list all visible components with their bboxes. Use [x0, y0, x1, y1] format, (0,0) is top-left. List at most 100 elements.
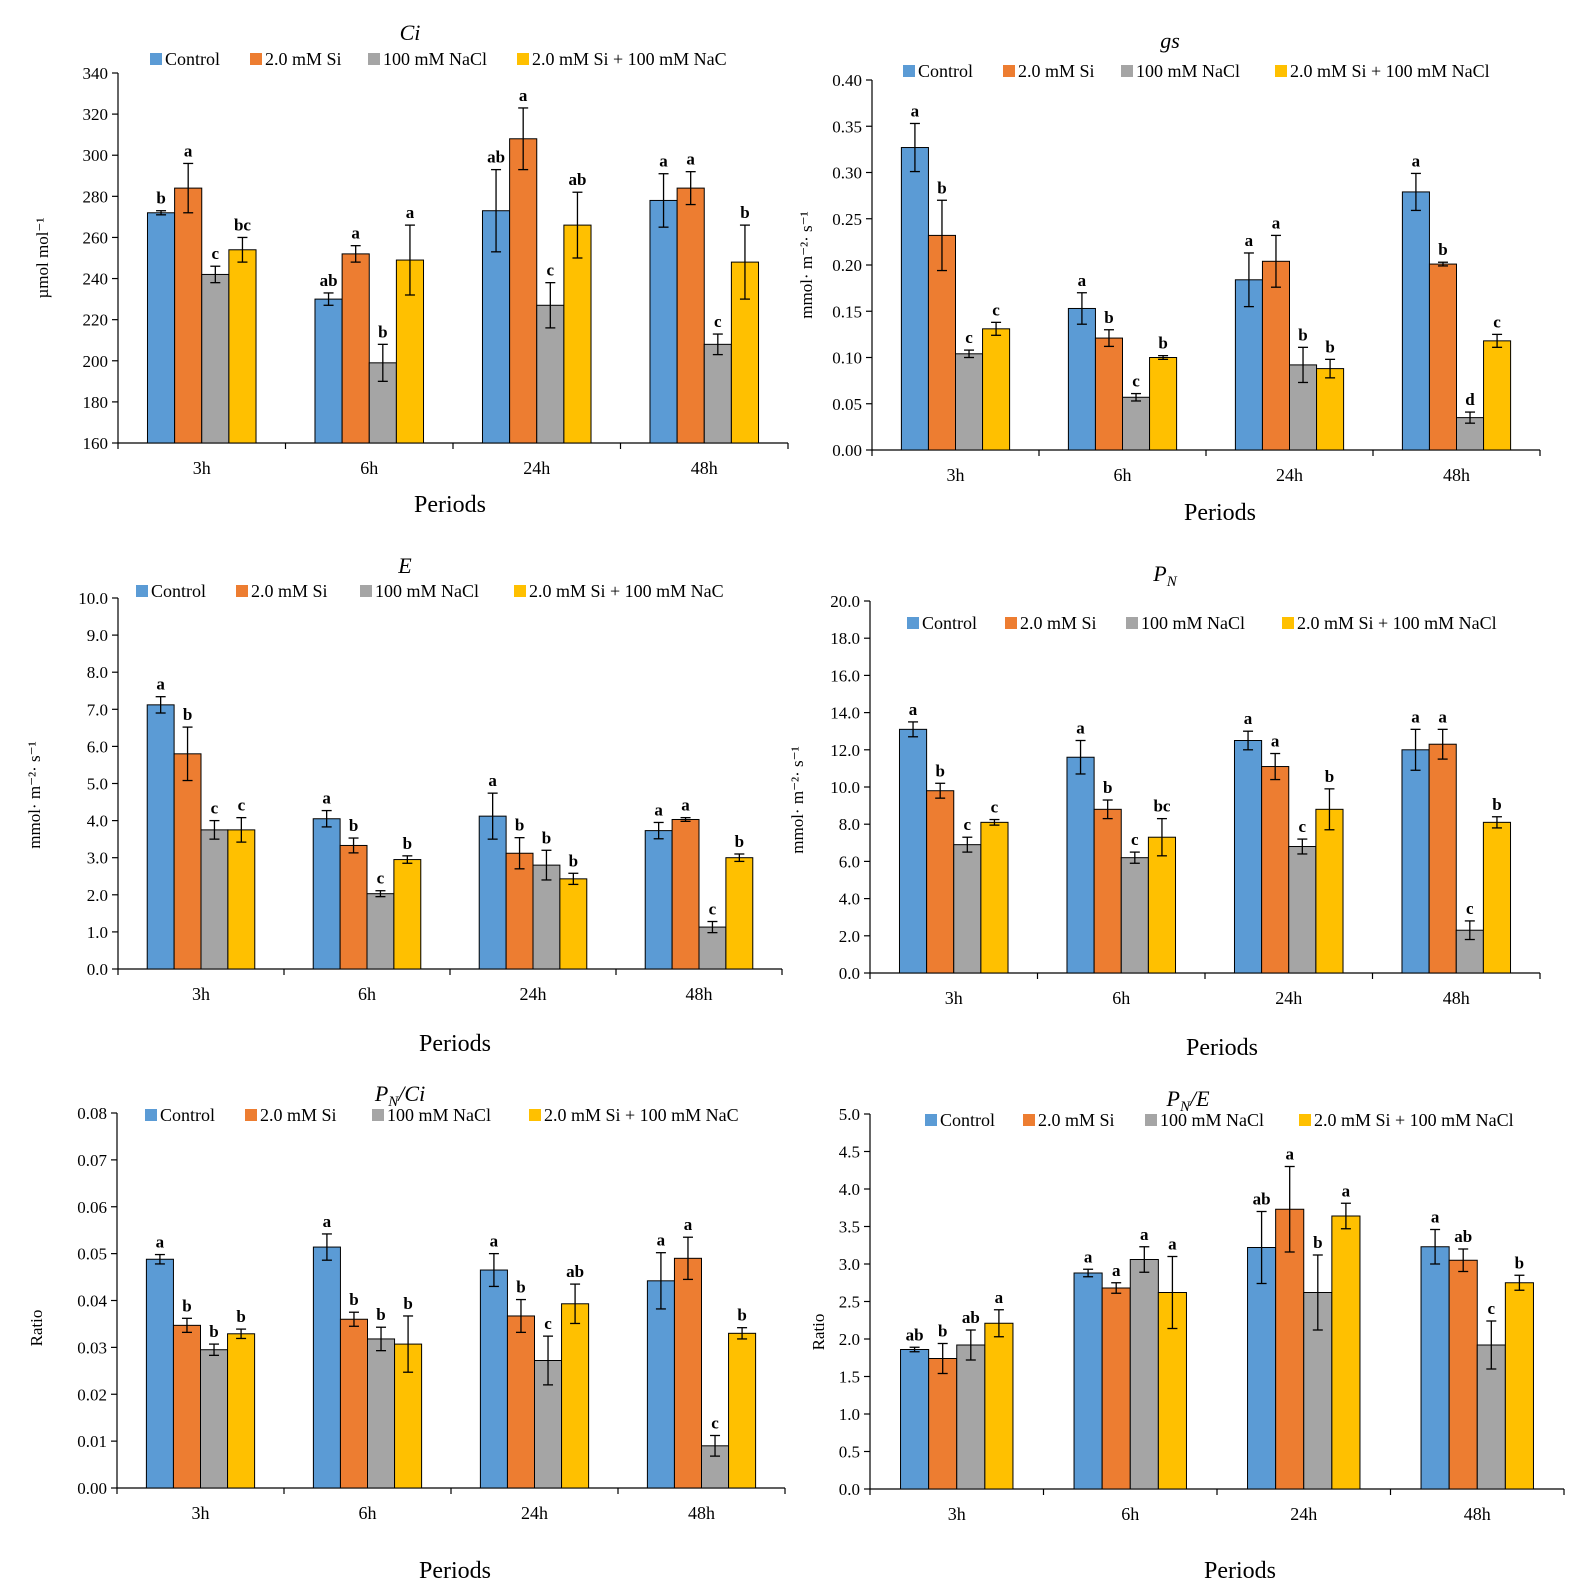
bar	[1261, 766, 1290, 974]
y-tick-label: 0.04	[77, 1292, 107, 1311]
bar	[228, 249, 257, 444]
chart-e: E Periods mmol· m⁻²· s⁻¹ Control 2.0 mM S…	[25, 553, 783, 1057]
significance-letter: a	[681, 796, 690, 815]
bar	[1401, 191, 1430, 451]
significance-letter: b	[1325, 337, 1334, 356]
x-axis-label: Periods	[1204, 1558, 1276, 1582]
bar	[1428, 263, 1458, 451]
bar	[1504, 1282, 1534, 1490]
bar	[172, 1324, 201, 1489]
bar	[671, 818, 700, 970]
y-tick-label: 7.0	[87, 700, 108, 719]
y-tick-label: 3.5	[839, 1218, 860, 1237]
y-axis-label: µmol mol⁻¹	[33, 217, 52, 298]
significance-letter: ab	[906, 1325, 924, 1344]
bar	[1073, 1272, 1103, 1490]
bar	[984, 1322, 1014, 1490]
plot-area: 0.000.010.020.030.040.050.060.070.083hab…	[77, 1104, 786, 1523]
y-tick-label: 0.0	[87, 960, 108, 979]
legend-swatch	[250, 53, 262, 65]
significance-letter: a	[1438, 707, 1447, 726]
y-tick-label: 9.0	[87, 626, 108, 645]
legend-swatch	[1005, 617, 1017, 629]
significance-letter: a	[1431, 1208, 1440, 1227]
significance-letter: a	[654, 800, 663, 819]
bar	[644, 830, 673, 970]
y-tick-label: 4.0	[87, 812, 108, 831]
legend-swatch	[236, 585, 248, 597]
legend-swatch	[517, 53, 529, 65]
legend-label: 2.0 mM Si	[1020, 613, 1097, 633]
legend-swatch	[1282, 617, 1294, 629]
significance-letter: c	[211, 799, 219, 818]
significance-letter: b	[209, 1322, 218, 1341]
significance-letter: ab	[1454, 1227, 1472, 1246]
legend-label: 2.0 mM Si + 100 mM NaC	[532, 49, 727, 69]
significance-letter: ab	[487, 148, 505, 167]
bar	[956, 1344, 986, 1490]
significance-letter: a	[1244, 709, 1253, 728]
bar	[673, 1257, 702, 1489]
chart-pn-e: PN/E Periods Ratio Control 2.0 mM Si 100 m…	[809, 1086, 1565, 1582]
bar	[367, 1338, 396, 1489]
significance-letter: b	[737, 1306, 746, 1325]
title-subscript: N	[1179, 1099, 1191, 1115]
significance-letter: a	[1342, 1181, 1351, 1200]
bar	[1067, 307, 1096, 451]
significance-letter: c	[1132, 372, 1140, 391]
x-tick-label: 24h	[1276, 465, 1303, 485]
legend-swatch	[1275, 65, 1287, 77]
y-tick-label: 10.0	[830, 778, 860, 797]
significance-letter: c	[547, 261, 555, 280]
bar	[200, 1349, 229, 1489]
significance-letter: a	[1140, 1225, 1149, 1244]
y-tick-label: 0.08	[77, 1104, 107, 1123]
x-tick-label: 6h	[359, 1503, 377, 1523]
significance-letter: bc	[234, 215, 251, 234]
significance-letter: ab	[320, 271, 338, 290]
significance-letter: b	[1438, 240, 1447, 259]
legend-swatch	[925, 1114, 937, 1126]
significance-letter: a	[1168, 1235, 1177, 1254]
x-tick-label: 3h	[192, 984, 210, 1004]
y-tick-label: 12.0	[830, 741, 860, 760]
significance-letter: a	[657, 1231, 666, 1250]
bar	[339, 844, 368, 970]
significance-letter: a	[909, 700, 918, 719]
bar	[982, 328, 1011, 451]
bar	[505, 852, 534, 970]
significance-letter: a	[911, 101, 920, 120]
bar	[312, 818, 341, 970]
significance-letter: a	[322, 789, 331, 808]
significance-letter: b	[236, 1307, 245, 1326]
bar	[339, 1318, 369, 1489]
x-axis-label: Periods	[1184, 500, 1256, 526]
bar	[201, 273, 230, 444]
y-tick-label: 1.0	[87, 923, 108, 942]
chart-ci: Ci Periods µmol mol⁻¹ Control 2.0 mM Si 10…	[33, 20, 789, 518]
y-tick-label: 0.20	[832, 256, 862, 275]
bar	[927, 234, 956, 451]
significance-letter: a	[156, 675, 165, 694]
legend-swatch	[360, 585, 372, 597]
y-tick-label: 220	[83, 311, 109, 330]
bar	[145, 1258, 174, 1489]
x-tick-label: 48h	[686, 984, 713, 1004]
chart-legend: Control 2.0 mM Si 100 mM NaCl 2.0 mM Si + 1…	[907, 613, 1497, 633]
y-axis-label: mmol· m⁻²· s⁻¹	[797, 211, 816, 318]
y-tick-label: 4.0	[839, 890, 860, 909]
title-subscript: N	[1166, 574, 1178, 590]
significance-letter: c	[714, 312, 722, 331]
significance-letter: b	[1103, 778, 1112, 797]
bar	[649, 199, 678, 444]
legend-swatch	[1121, 65, 1133, 77]
legend-swatch	[368, 53, 380, 65]
significance-letter: b	[569, 851, 578, 870]
legend-swatch	[1003, 65, 1015, 77]
y-tick-label: 0.0	[839, 1480, 860, 1499]
legend-label: Control	[918, 61, 973, 81]
significance-letter: b	[156, 189, 165, 208]
y-axis-label: Ratio	[27, 1310, 46, 1347]
x-tick-label: 24h	[523, 458, 550, 478]
